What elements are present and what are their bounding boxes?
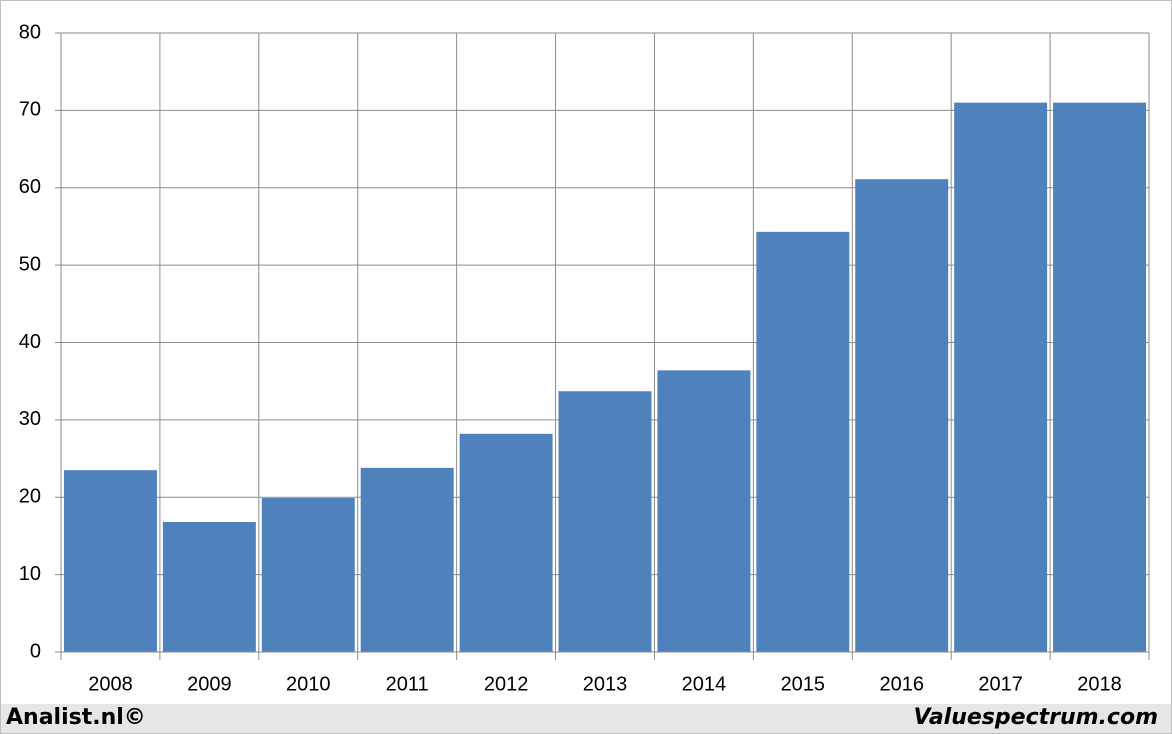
y-tick-label: 60 xyxy=(19,176,41,198)
y-tick-label: 30 xyxy=(19,408,41,430)
source-left: Analist.nl© xyxy=(6,705,146,730)
y-tick-label: 20 xyxy=(19,486,41,508)
x-tick-label: 2010 xyxy=(286,673,331,695)
bar xyxy=(954,102,1048,652)
source-right: Valuespectrum.com xyxy=(914,705,1158,730)
footer-strip xyxy=(1,704,1171,733)
y-tick-label: 80 xyxy=(19,21,41,43)
bar xyxy=(558,391,652,652)
y-tick-label: 0 xyxy=(30,640,41,662)
x-tick-label: 2012 xyxy=(484,673,529,695)
x-tick-label: 2013 xyxy=(583,673,628,695)
x-tick-label: 2011 xyxy=(386,673,429,695)
x-tick-label: 2009 xyxy=(187,673,232,695)
x-tick-label: 2018 xyxy=(1077,673,1122,695)
y-tick-label: 10 xyxy=(19,563,41,585)
bar xyxy=(63,470,157,652)
bar xyxy=(459,433,553,652)
bar xyxy=(162,522,256,652)
y-tick-label: 70 xyxy=(19,99,41,121)
y-tick-label: 50 xyxy=(19,253,41,275)
x-tick-label: 2017 xyxy=(978,673,1023,695)
bar xyxy=(855,179,949,652)
bar xyxy=(360,467,454,652)
bar xyxy=(756,231,850,652)
bar xyxy=(261,498,355,652)
bar xyxy=(1053,102,1147,652)
x-tick-label: 2016 xyxy=(879,673,924,695)
x-tick-label: 2008 xyxy=(88,673,133,695)
bar xyxy=(657,370,751,652)
y-tick-label: 40 xyxy=(19,331,41,353)
x-tick-label: 2015 xyxy=(781,673,826,695)
x-tick-label: 2014 xyxy=(682,673,727,695)
